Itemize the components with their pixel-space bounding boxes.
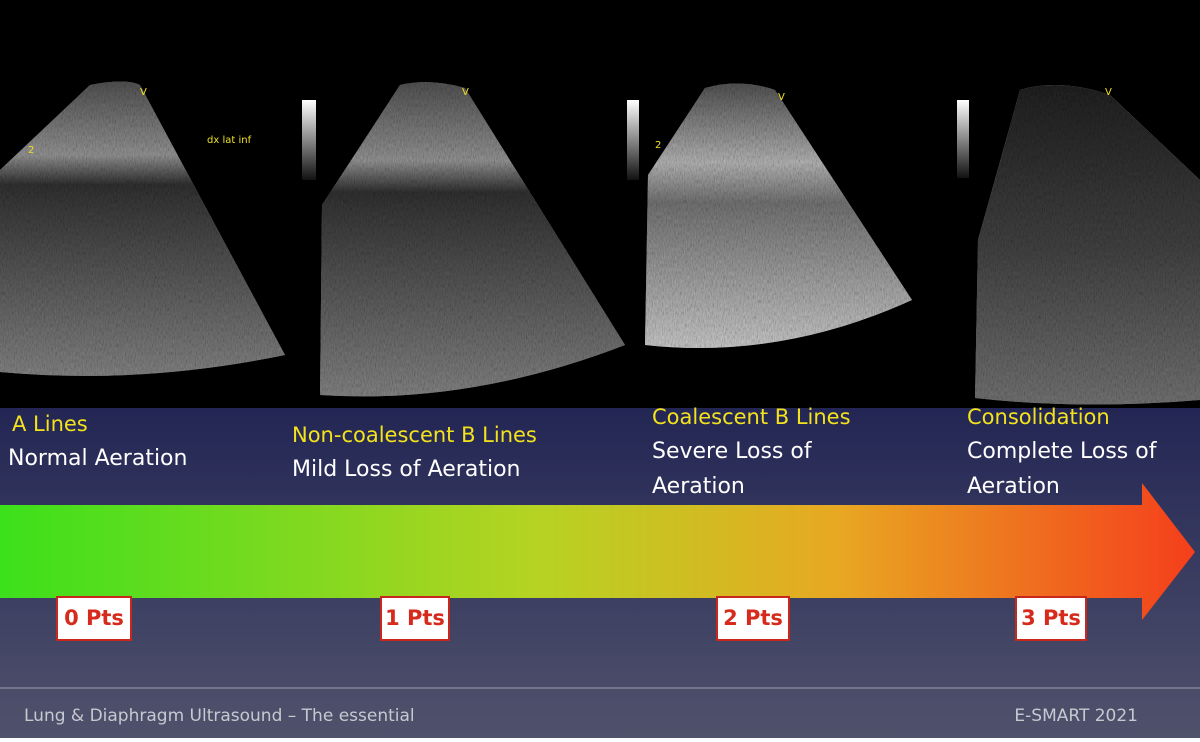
stage-description: Aeration bbox=[652, 474, 745, 499]
points-box bbox=[380, 596, 450, 641]
stage-description: Aeration bbox=[967, 474, 1060, 499]
stage-title: Consolidation bbox=[967, 405, 1110, 429]
ultrasound-fan bbox=[645, 83, 912, 349]
ultrasound-images bbox=[0, 81, 1200, 405]
points-box bbox=[1015, 596, 1087, 641]
points-label: 2 Pts bbox=[723, 606, 783, 630]
footer-right: E-SMART 2021 bbox=[1014, 706, 1138, 726]
gray-scale bbox=[627, 100, 639, 180]
stage-title: Coalescent B Lines bbox=[652, 405, 851, 429]
annotation: dx lat inf bbox=[207, 135, 252, 146]
footer-left: Lung & Diaphragm Ultrasound – The essent… bbox=[24, 706, 415, 726]
stage-description: Complete Loss of bbox=[967, 439, 1158, 464]
ultrasound-fan bbox=[0, 81, 285, 376]
probe-marker: V bbox=[1105, 87, 1112, 98]
stage-title: A Lines bbox=[12, 412, 88, 436]
points-label: 1 Pts bbox=[385, 606, 445, 630]
points-label: 3 Pts bbox=[1021, 606, 1081, 630]
ultrasound-fan bbox=[975, 85, 1200, 405]
gray-scale bbox=[957, 100, 969, 178]
points-box bbox=[716, 596, 790, 641]
stage-description: Normal Aeration bbox=[8, 446, 187, 471]
probe-marker: V bbox=[140, 87, 147, 98]
stages: A Lines Normal Aeration 0 Pts Non-coalescen… bbox=[8, 405, 1158, 641]
stage-title: Non-coalescent B Lines bbox=[292, 423, 537, 447]
points-label: 0 Pts bbox=[64, 606, 124, 630]
gray-scale bbox=[302, 100, 316, 180]
points-box bbox=[56, 596, 132, 641]
stage-description: Mild Loss of Aeration bbox=[292, 457, 520, 482]
ultrasound-fan bbox=[320, 82, 625, 397]
stage-description: Severe Loss of bbox=[652, 439, 813, 464]
probe-marker: V bbox=[462, 87, 469, 98]
severity-arrow bbox=[0, 483, 1195, 620]
depth-label: 2 bbox=[655, 140, 661, 151]
depth-label: 2 bbox=[28, 145, 34, 156]
probe-marker: V bbox=[778, 92, 785, 103]
